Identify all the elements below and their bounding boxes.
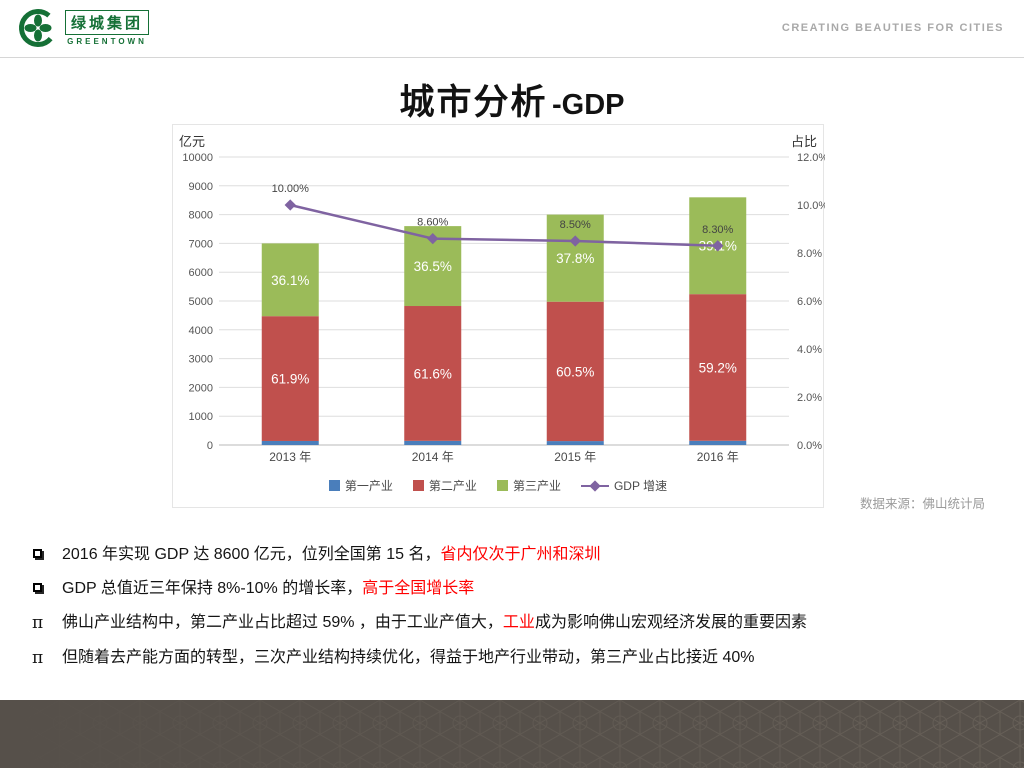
category-label: 2015 年 (554, 450, 596, 464)
legend-label: 第三产业 (512, 479, 561, 493)
bullet-item: GDP 总值近三年保持 8%-10% 的增长率，高于全国增长率 (30, 572, 1006, 606)
legend-label: GDP 增速 (613, 479, 668, 493)
company-tagline: CREATING BEAUTIES FOR CITIES (781, 22, 1004, 34)
logo-cn-text: 绿城集团 (65, 10, 150, 35)
left-axis-tick-label: 6000 (189, 267, 213, 279)
left-axis-tick-label: 1000 (189, 411, 213, 423)
gdp-growth-marker (284, 199, 296, 211)
square-bullet-icon (30, 572, 62, 606)
chart-legend: 第一产业 第二产业 第三产业 GDP 增速 (173, 477, 823, 494)
right-axis-tick-label: 6.0% (797, 296, 822, 308)
legend-label: 第二产业 (428, 479, 477, 493)
bar-segment-第二产业 (546, 301, 604, 442)
bullet-text-segment: 工业 (502, 614, 535, 631)
legend-label: 第一产业 (344, 479, 393, 493)
bar-segment-第一产业 (261, 440, 319, 445)
analysis-bullet-list: 2016 年实现 GDP 达 8600 亿元，位列全国第 15 名，省内仅次于广… (30, 538, 1006, 676)
legend-diamond-marker-icon (589, 479, 601, 492)
bar-segment-label: 60.5% (556, 364, 594, 379)
bar-segment-label: 59.2% (699, 360, 737, 375)
left-axis-unit-label: 亿元 (179, 134, 206, 149)
gdp-growth-marker (427, 232, 439, 245)
bar-segment-第二产业 (689, 294, 747, 441)
bar-segment-第三产业 (546, 214, 604, 302)
legend-line-icon (580, 479, 609, 492)
square-bullet-icon (30, 538, 62, 572)
header-bar: 绿城集团 GREENTOWN CREATING BEAUTIES FOR CIT… (0, 0, 1024, 58)
bullet-text-segment: 省内仅次于广州和深圳 (440, 546, 601, 563)
page-title-suffix: -GDP (551, 89, 625, 121)
bullet-text: 佛山产业结构中，第二产业占比超过 59% ，由于工业产值大，工业成为影响佛山宏观… (62, 606, 807, 640)
chart-plot-area: 0 1000 2000 3000 4000 5000 6000 7000 8000 9000 100… (182, 152, 825, 464)
legend-swatch-icon (496, 480, 508, 491)
bar-segment-第二产业 (404, 306, 462, 441)
left-axis-tick-label: 7000 (189, 238, 213, 250)
bullet-text-segment: 但随着去产能方面的转型，三次产业结构持续优化，得益于地产行业带动，第三产业占比接… (62, 649, 755, 666)
right-axis-tick-label: 4.0% (797, 344, 822, 356)
greentown-clover-icon (19, 9, 57, 47)
right-axis-tick-label: 2.0% (797, 392, 822, 404)
category-label: 2014 年 (412, 450, 454, 464)
right-axis-tick-label: 8.0% (797, 248, 822, 260)
bar-segment-第三产业 (261, 243, 319, 317)
right-axis-unit-label: 占比 (790, 134, 817, 149)
data-source-note: 数据来源：佛山统计局 (859, 497, 985, 511)
gdp-growth-line (289, 203, 718, 248)
left-axis-tick-label: 4000 (189, 325, 213, 337)
right-axis-tick-label: 12.0% (797, 152, 825, 164)
bullet-text: 但随着去产能方面的转型，三次产业结构持续优化，得益于地产行业带动，第三产业占比接… (62, 641, 754, 675)
left-axis-tick-label: 10000 (182, 152, 213, 164)
category-label: 2016 年 (697, 450, 739, 464)
page-title-cn: 城市分析 (399, 83, 548, 122)
bar-segment-label: 37.8% (556, 251, 594, 266)
greentown-logo: 绿城集团 GREENTOWN (18, 8, 150, 48)
bar-segment-label: 36.1% (271, 273, 309, 288)
legend-item-第一产业: 第一产业 (328, 477, 393, 494)
pi-bullet-icon: π (32, 648, 44, 668)
bar-segment-第一产业 (689, 440, 747, 445)
left-axis-tick-label: 0 (207, 440, 213, 452)
legend-item-第三产业: 第三产业 (496, 477, 561, 494)
legend-item-GDP 增速: GDP 增速 (580, 477, 668, 494)
footer-geometric-pattern (0, 700, 1024, 768)
legend-swatch-icon (412, 480, 424, 491)
bar-segment-第一产业 (546, 441, 604, 445)
logo-en-text: GREENTOWN (67, 37, 147, 46)
left-axis-tick-label: 9000 (189, 181, 213, 193)
left-axis-tick-label: 8000 (189, 210, 213, 222)
bar-segment-label: 36.5% (414, 259, 452, 274)
right-axis-tick-label: 10.0% (797, 200, 825, 212)
footer-band (0, 700, 1024, 768)
gdp-growth-point-label: 8.30% (702, 224, 733, 236)
right-axis-tick-label: 0.0% (797, 440, 822, 452)
bullet-text-segment: GDP 总值近三年保持 8%-10% 的增长率， (62, 580, 363, 597)
bullet-item: π 但随着去产能方面的转型，三次产业结构持续优化，得益于地产行业带动，第三产业占比… (30, 641, 1006, 676)
bullet-item: π 佛山产业结构中，第二产业占比超过 59% ，由于工业产值大，工业成为影响佛山宏… (30, 606, 1006, 641)
bullet-text: 2016 年实现 GDP 达 8600 亿元，位列全国第 15 名，省内仅次于广… (62, 538, 601, 572)
gdp-growth-point-label: 10.00% (272, 183, 310, 195)
bullet-text-segment: 佛山产业结构中，第二产业占比超过 59% ，由于工业产值大， (62, 614, 503, 631)
bar-segment-第二产业 (261, 316, 319, 441)
legend-item-第二产业: 第二产业 (412, 477, 477, 494)
bullet-text: GDP 总值近三年保持 8%-10% 的增长率，高于全国增长率 (62, 572, 474, 606)
page-title: 城市分析 -GDP (0, 74, 1024, 125)
bullet-text-segment: 2016 年实现 GDP 达 8600 亿元，位列全国第 15 名， (62, 546, 441, 563)
category-label: 2013 年 (269, 450, 311, 464)
bar-segment-label: 61.6% (414, 366, 452, 381)
pi-bullet-icon: π (32, 613, 44, 633)
left-axis-tick-label: 5000 (189, 296, 213, 308)
bar-segment-第一产业 (404, 440, 462, 445)
left-axis-tick-label: 3000 (189, 354, 213, 366)
bullet-text-segment: 高于全国增长率 (362, 580, 475, 597)
gdp-chart: 亿元 占比 0 1000 2000 3000 4000 5000 6000 7000 8000 9… (172, 124, 825, 508)
gdp-growth-point-label: 8.60% (417, 217, 448, 229)
gdp-growth-point-label: 8.50% (560, 219, 591, 231)
logo-text: 绿城集团 GREENTOWN (65, 10, 150, 46)
bullet-item: 2016 年实现 GDP 达 8600 亿元，位列全国第 15 名，省内仅次于广… (30, 538, 1006, 572)
left-axis-tick-label: 2000 (189, 382, 213, 394)
bar-segment-label: 61.9% (271, 372, 309, 387)
legend-swatch-icon (328, 480, 340, 491)
bullet-text-segment: 成为影响佛山宏观经济发展的重要因素 (534, 614, 807, 631)
